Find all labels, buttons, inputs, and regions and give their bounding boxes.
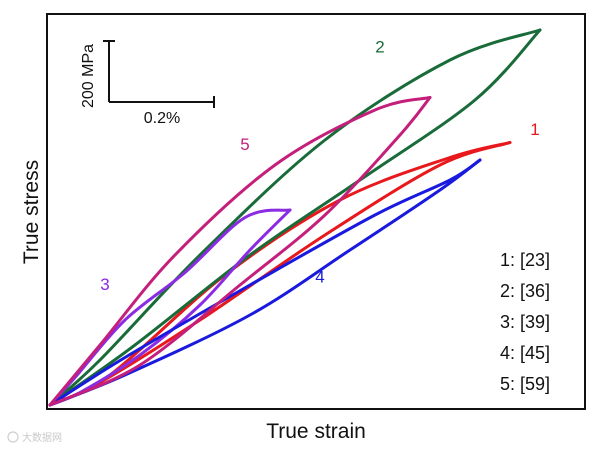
- curve-3-loading: [48, 208, 292, 407]
- curve-label-4: 4: [315, 268, 324, 287]
- scale-bar-stress-label: 200 MPa: [80, 44, 97, 108]
- scale-bar-strain-label: 0.2%: [144, 110, 180, 127]
- curve-label-3: 3: [100, 275, 109, 294]
- curve-5-unloading: [48, 96, 432, 407]
- curve-label-group: 1 2 3 4 5: [100, 38, 539, 295]
- legend-entry-4: 4: [45]: [500, 343, 550, 363]
- plot-frame: [46, 13, 586, 410]
- curve-1-unloading: [48, 141, 512, 407]
- legend-entry-2: 2: [36]: [500, 281, 550, 301]
- legend: 1: [23] 2: [36] 3: [39] 4: [45] 5: [59]: [500, 250, 550, 394]
- curve-2-loading: [48, 28, 542, 407]
- curve-group: [48, 28, 542, 407]
- watermark-icon: [7, 431, 19, 443]
- scale-bar: 200 MPa 0.2%: [80, 40, 215, 127]
- curve-1-loading: [48, 141, 512, 407]
- x-axis-title: True strain: [266, 420, 366, 443]
- curve-2-unloading: [48, 28, 542, 407]
- watermark-text: 大数据网: [22, 431, 62, 444]
- curve-label-5: 5: [240, 135, 249, 154]
- curve-label-2: 2: [375, 38, 384, 57]
- curve-3-unloading: [48, 208, 292, 407]
- watermark: 大数据网: [7, 431, 62, 444]
- y-axis-title: True stress: [20, 160, 43, 264]
- curve-4-loading: [48, 158, 482, 407]
- legend-entry-1: 1: [23]: [500, 250, 550, 270]
- curve-5-loading: [48, 96, 432, 407]
- legend-entry-3: 3: [39]: [500, 312, 550, 332]
- curve-label-1: 1: [530, 120, 539, 139]
- legend-entry-5: 5: [59]: [500, 374, 550, 394]
